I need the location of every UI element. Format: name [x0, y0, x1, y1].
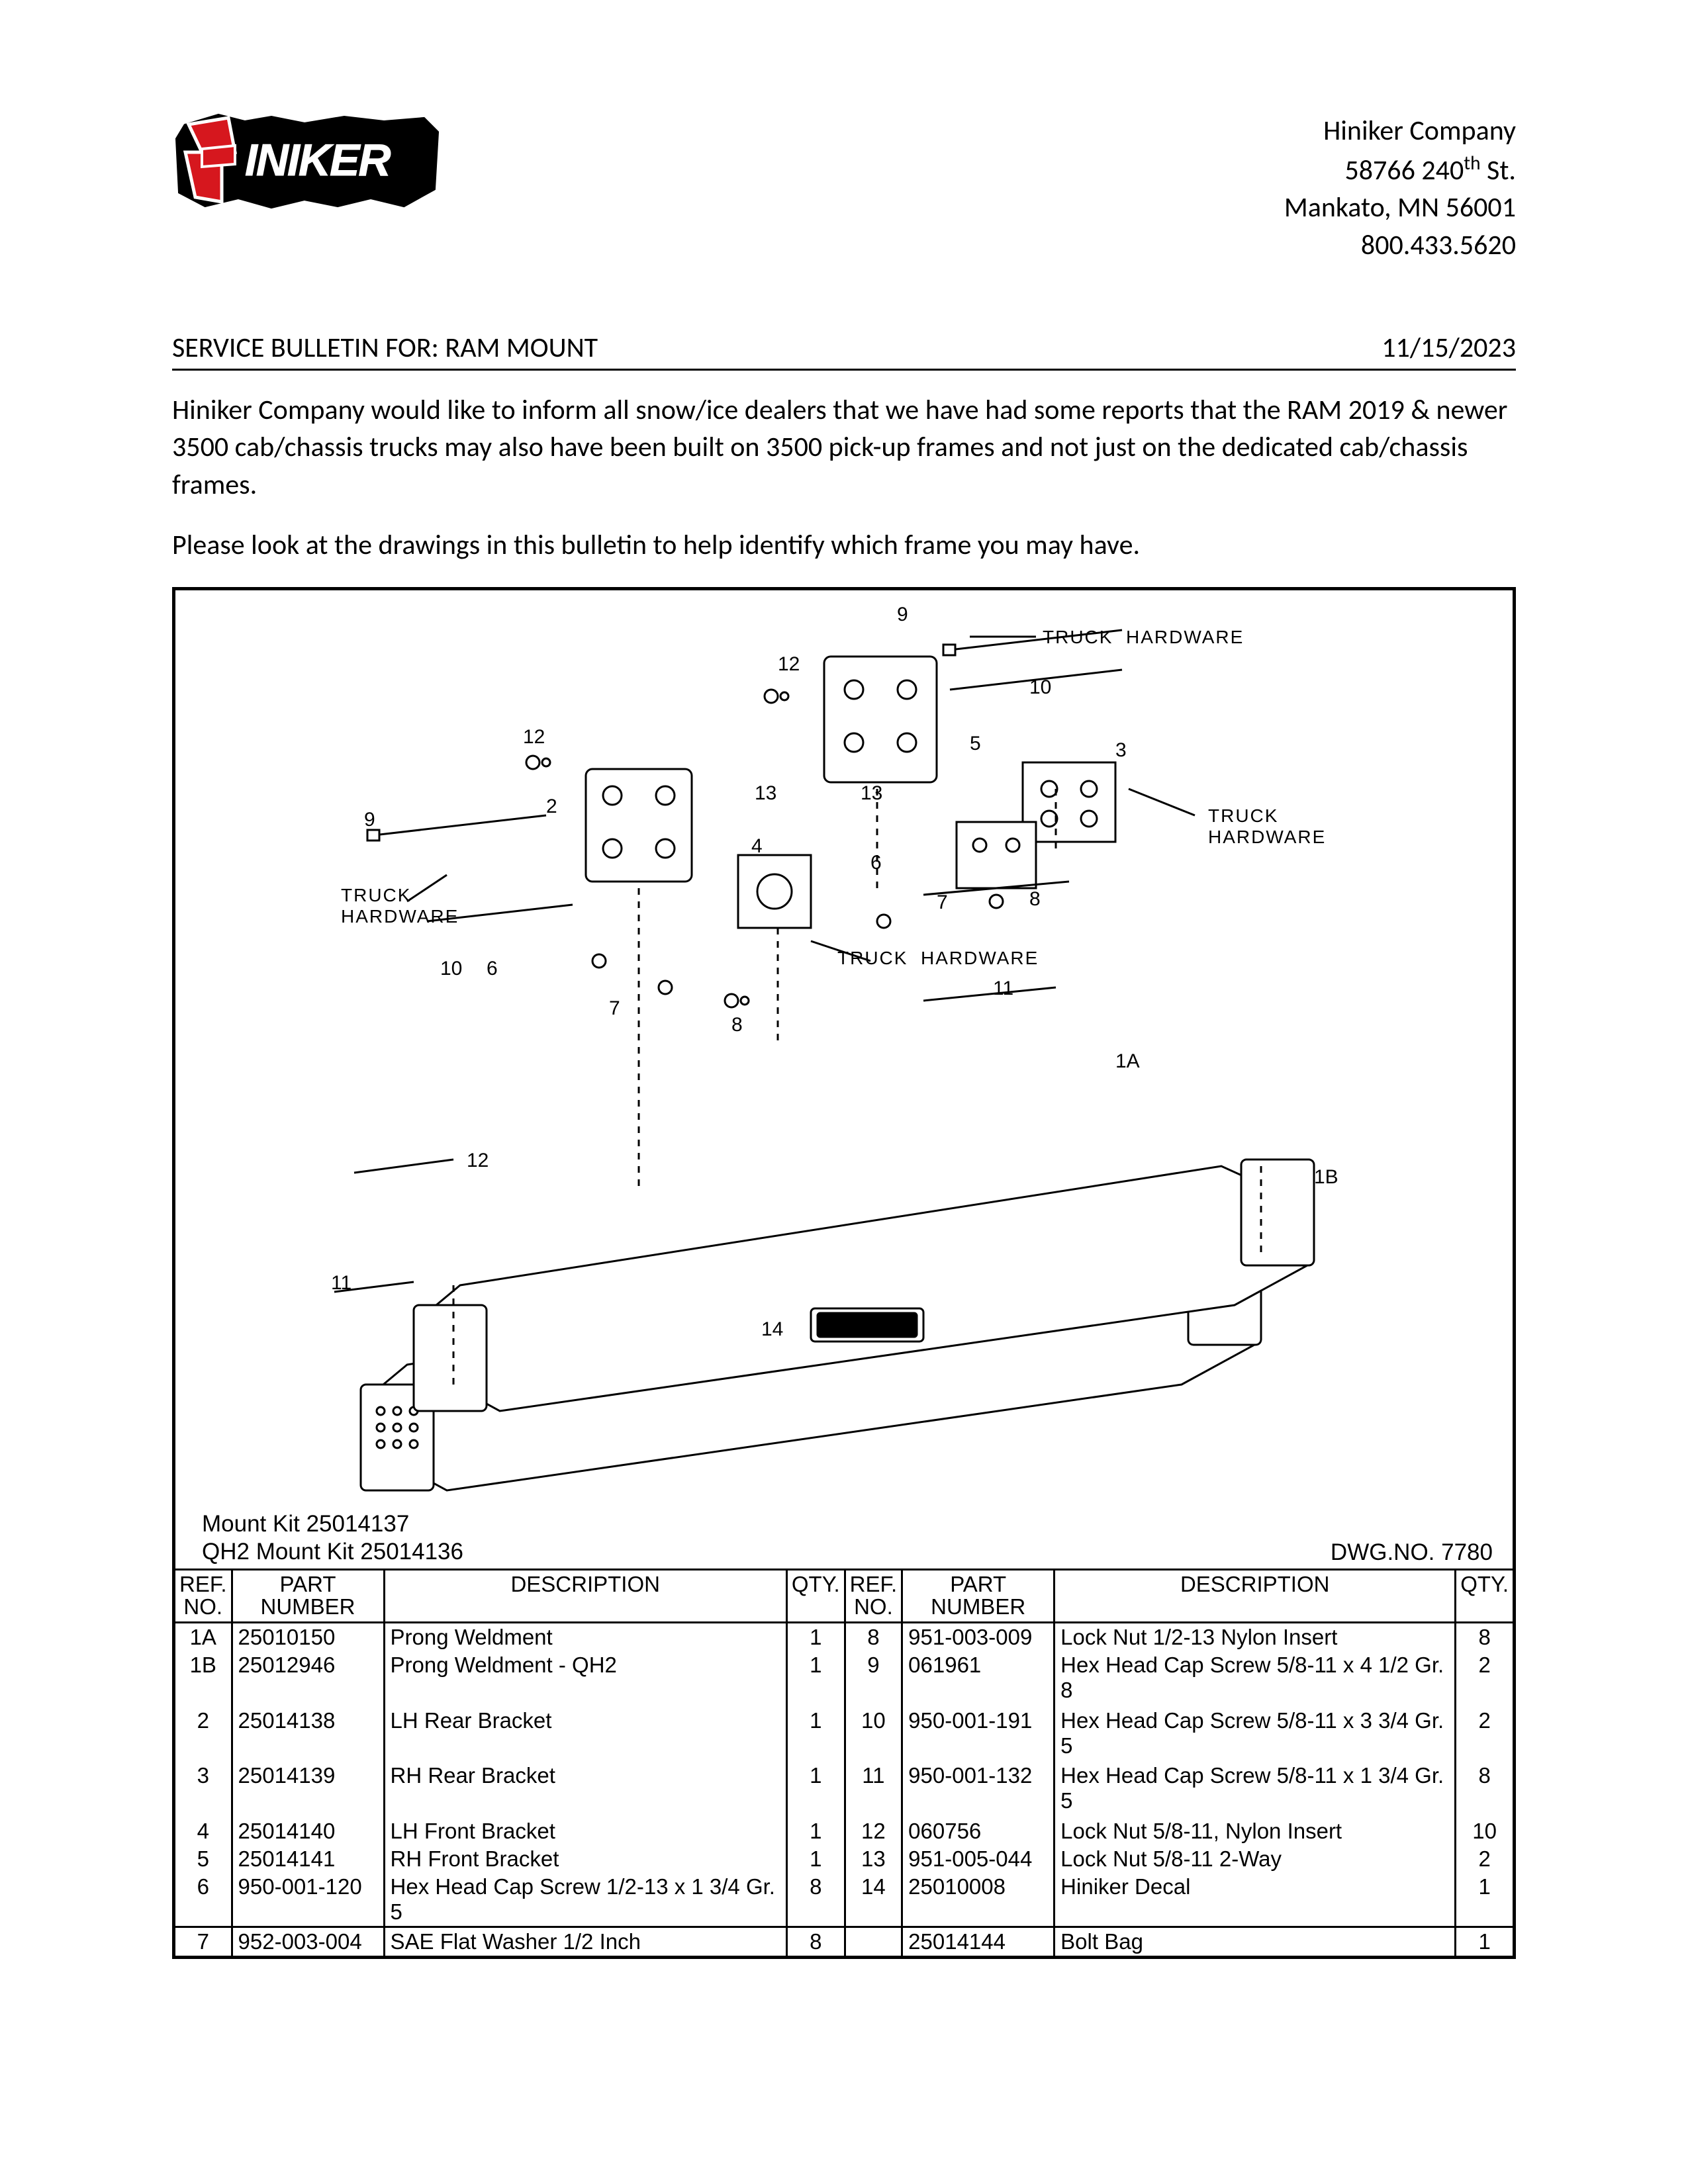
callout-1B: 1B — [1314, 1166, 1338, 1189]
callout-5: 5 — [970, 733, 981, 755]
kit-line-2: QH2 Mount Kit 25014136 — [202, 1538, 463, 1566]
label-truck-hardware-3: TRUCK HARDWARE — [341, 885, 459, 927]
kit-info-row: Mount Kit 25014137 QH2 Mount Kit 2501413… — [175, 1510, 1513, 1569]
callout-2: 2 — [546, 796, 557, 818]
table-row: 425014140LH Front Bracket112060756Lock N… — [175, 1817, 1513, 1845]
callout-7b: 7 — [609, 997, 620, 1020]
company-city: Mankato, MN 56001 — [1284, 189, 1516, 227]
callout-10b: 10 — [440, 958, 462, 980]
callout-9: 9 — [897, 604, 908, 626]
callout-13b: 13 — [861, 782, 882, 805]
callout-11b: 11 — [331, 1272, 352, 1295]
drawing-number: DWG.NO. 7780 — [1331, 1539, 1493, 1566]
hdr-qty-right: QTY. — [1456, 1569, 1513, 1622]
table-row: 7952-003-004SAE Flat Washer 1/2 Inch8250… — [175, 1927, 1513, 1956]
table-row: 525014141RH Front Bracket113951-005-044L… — [175, 1845, 1513, 1873]
callout-13a: 13 — [755, 782, 776, 805]
table-row: 6950-001-120Hex Head Cap Screw 1/2-13 x … — [175, 1873, 1513, 1927]
label-truck-hardware-4: TRUCK HARDWARE — [837, 948, 1039, 969]
callout-7a: 7 — [937, 891, 948, 914]
callout-14: 14 — [761, 1318, 783, 1341]
table-row: 1B25012946Prong Weldment - QH219061961He… — [175, 1651, 1513, 1704]
callout-12a: 12 — [778, 653, 800, 676]
svg-text:INIKER: INIKER — [245, 135, 391, 185]
table-row: 325014139RH Rear Bracket111950-001-132He… — [175, 1762, 1513, 1815]
hiniker-logo: INIKER — [172, 113, 444, 215]
header: INIKER Hiniker Company 58766 240th St. M… — [172, 113, 1516, 265]
parts-table: REF.NO. PARTNUMBER DESCRIPTION QTY. REF.… — [175, 1569, 1513, 1956]
kit-line-1: Mount Kit 25014137 — [202, 1510, 463, 1538]
label-truck-hardware-2: TRUCK HARDWARE — [1208, 805, 1326, 848]
callout-11a: 11 — [993, 978, 1013, 1000]
callout-12c: 12 — [467, 1150, 489, 1172]
callout-1A: 1A — [1115, 1050, 1140, 1073]
table-row: 1A25010150Prong Weldment18951-003-009Loc… — [175, 1622, 1513, 1651]
paragraph-1: Hiniker Company would like to inform all… — [172, 392, 1516, 504]
exploded-diagram: TRUCK HARDWARE TRUCK HARDWARE TRUCK HARD… — [175, 590, 1513, 1510]
bulletin-date: 11/15/2023 — [1382, 331, 1516, 365]
bulletin-title-row: SERVICE BULLETIN FOR: RAM MOUNT 11/15/20… — [172, 331, 1516, 371]
table-header-row: REF.NO. PARTNUMBER DESCRIPTION QTY. REF.… — [175, 1569, 1513, 1622]
callout-8b: 8 — [731, 1014, 743, 1036]
callout-6b: 6 — [487, 958, 498, 980]
callout-4: 4 — [751, 835, 763, 858]
label-truck-hardware-1: TRUCK HARDWARE — [1043, 627, 1244, 648]
bulletin-title: SERVICE BULLETIN FOR: RAM MOUNT — [172, 331, 598, 365]
hdr-desc-right: DESCRIPTION — [1055, 1569, 1456, 1622]
callout-8a: 8 — [1029, 888, 1041, 911]
hdr-qty-left: QTY. — [786, 1569, 845, 1622]
table-row: 225014138LH Rear Bracket110950-001-191He… — [175, 1707, 1513, 1760]
paragraph-2: Please look at the drawings in this bull… — [172, 527, 1516, 565]
company-street: 58766 240th St. — [1284, 150, 1516, 190]
hdr-ref-left: REF.NO. — [175, 1569, 232, 1622]
company-phone: 800.433.5620 — [1284, 227, 1516, 265]
callout-3: 3 — [1115, 739, 1127, 762]
callout-12b: 12 — [523, 726, 545, 749]
company-address-block: Hiniker Company 58766 240th St. Mankato,… — [1284, 113, 1516, 265]
callout-10a: 10 — [1029, 676, 1051, 699]
hdr-ref-right: REF.NO. — [845, 1569, 902, 1622]
company-name: Hiniker Company — [1284, 113, 1516, 150]
callout-6a: 6 — [870, 852, 882, 874]
figure-box: TRUCK HARDWARE TRUCK HARDWARE TRUCK HARD… — [172, 587, 1516, 1960]
hdr-part-right: PARTNUMBER — [902, 1569, 1055, 1622]
hdr-desc-left: DESCRIPTION — [384, 1569, 786, 1622]
callout-9b: 9 — [364, 809, 375, 831]
hdr-part-left: PARTNUMBER — [232, 1569, 384, 1622]
